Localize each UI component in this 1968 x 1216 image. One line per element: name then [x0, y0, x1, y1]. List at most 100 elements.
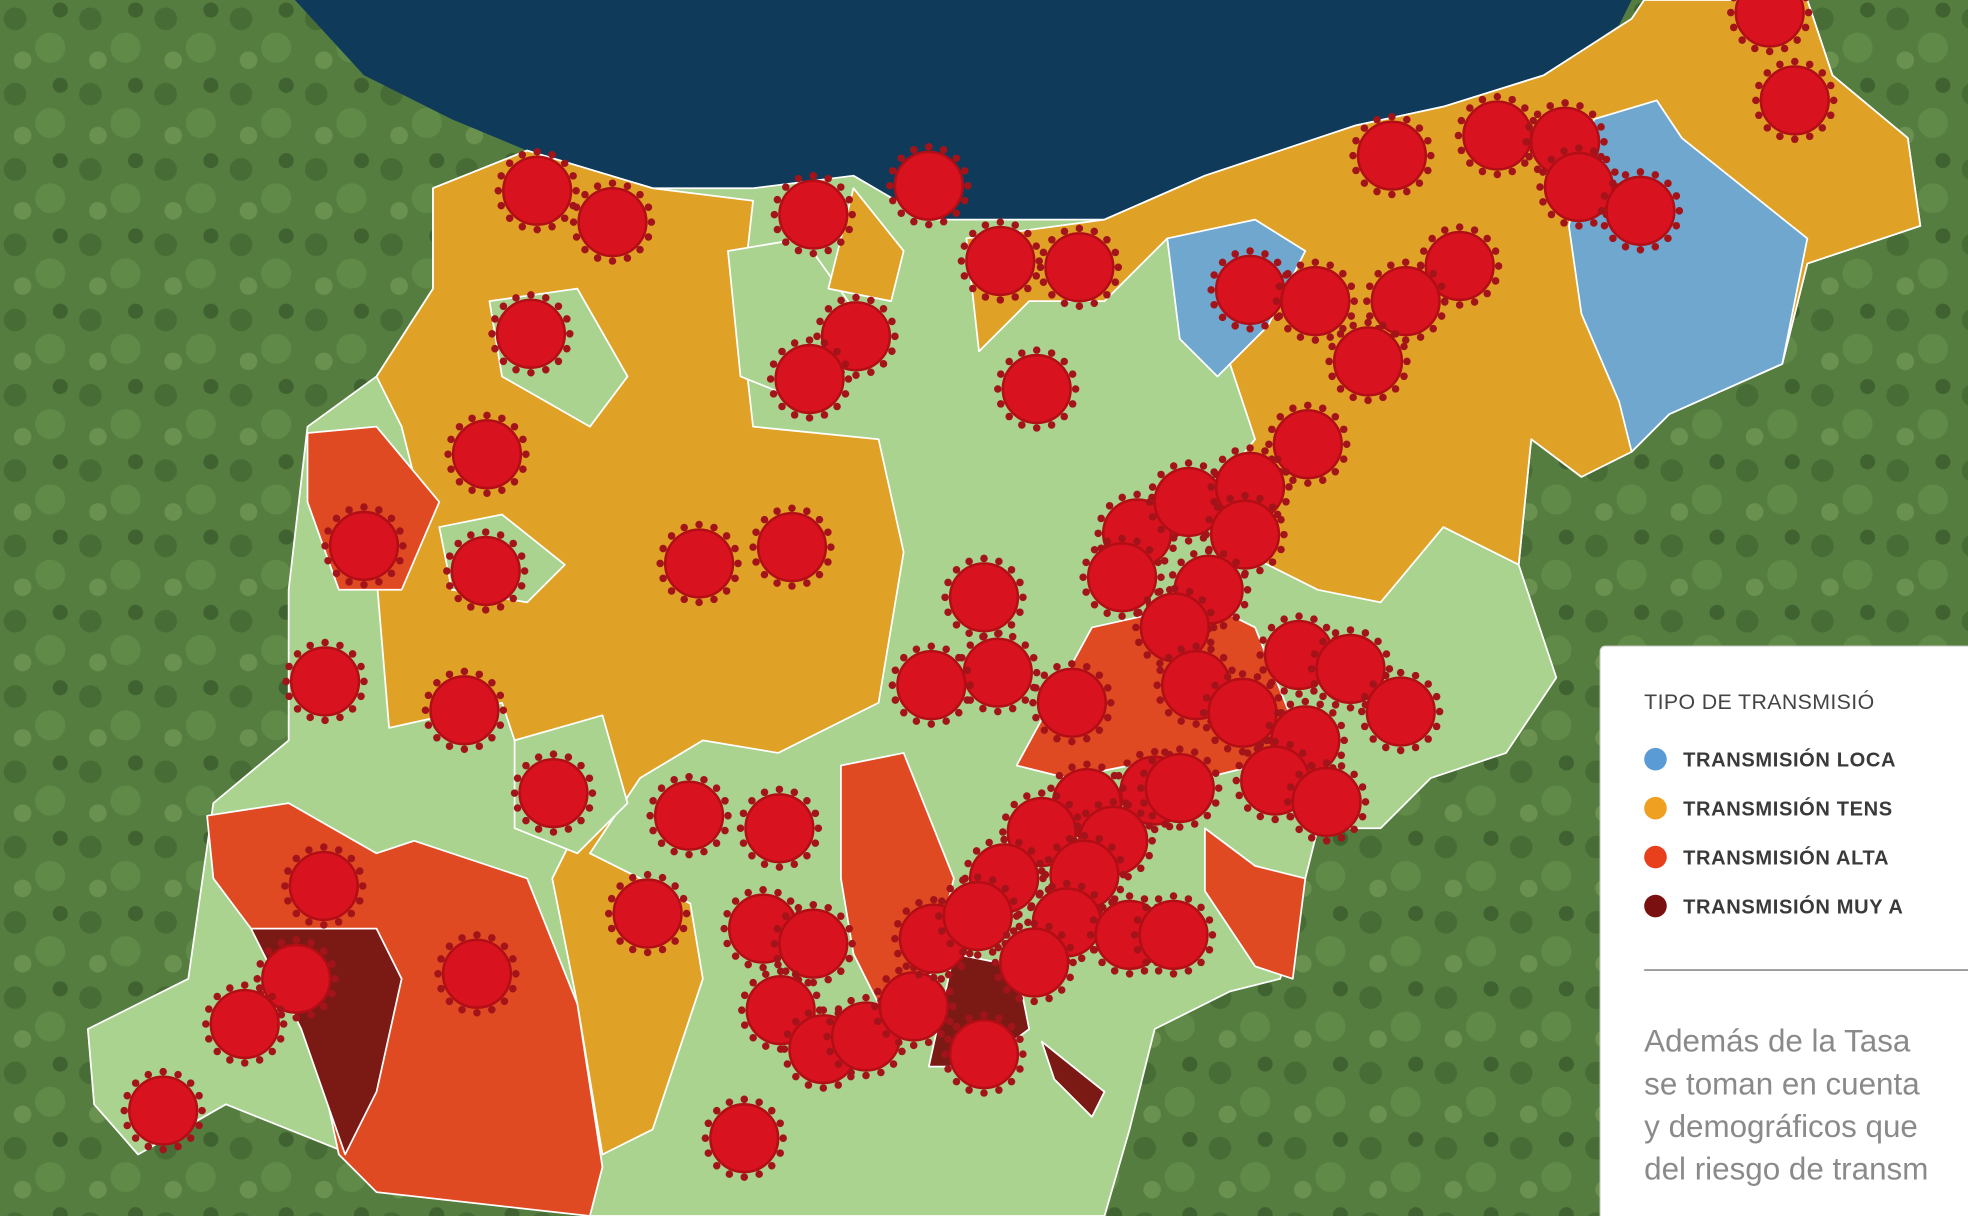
virus-spike: [497, 201, 506, 210]
virus-spike: [549, 828, 558, 836]
legend-background: [1599, 645, 1968, 1216]
virus-spike: [1432, 722, 1441, 731]
virus-spike: [518, 222, 527, 231]
virus-spike: [1373, 187, 1381, 196]
virus-body: [328, 510, 400, 582]
virus-spike: [1307, 762, 1316, 770]
virus-spike: [307, 1010, 315, 1019]
virus-spike: [837, 183, 845, 191]
virus-spike: [658, 873, 667, 882]
virus-spike: [1040, 671, 1049, 680]
virus-spike: [636, 245, 644, 254]
virus-spike: [1035, 257, 1043, 265]
virus-spike: [888, 681, 897, 689]
legend-items: TRANSMISIÓN LOCA TRANSMISIÓN TENS TRANSMIS…: [1644, 748, 1903, 919]
virus-spike: [996, 218, 1005, 226]
virus-icon: [1265, 401, 1351, 487]
virus-spike: [445, 670, 454, 679]
virus-spike: [1145, 498, 1154, 506]
virus-spike: [513, 804, 522, 812]
virus-spike: [1199, 462, 1208, 470]
virus-spike: [897, 154, 906, 162]
virus-spike: [1073, 822, 1082, 830]
virus-spike: [1382, 650, 1391, 658]
virus-spike: [1729, 23, 1738, 32]
virus-spike: [738, 1006, 746, 1014]
virus-spike: [1073, 813, 1082, 821]
virus-spike: [941, 1050, 949, 1058]
virus-spike: [1533, 110, 1542, 119]
virus-spike: [1310, 687, 1318, 695]
virus-spike: [292, 909, 301, 918]
virus-spike: [959, 948, 967, 956]
virus-body: [1207, 677, 1278, 748]
virus-spike: [773, 507, 781, 515]
virus-spike: [566, 330, 574, 338]
virus-spike: [1261, 250, 1269, 258]
virus-spike: [1094, 801, 1103, 809]
virus-spike: [1164, 653, 1173, 662]
virus-spike: [1379, 393, 1387, 402]
virus-icon: [120, 1067, 206, 1154]
virus-spike: [588, 789, 597, 797]
virus-spike: [1664, 234, 1672, 243]
virus-spike: [898, 1047, 906, 1056]
virus-spike: [348, 705, 357, 713]
virus-spike: [1325, 357, 1333, 366]
virus-spike: [144, 1070, 153, 1079]
virus-spike: [1267, 623, 1276, 632]
virus-body: [896, 650, 967, 721]
virus-spike: [760, 515, 769, 524]
virus-spike: [720, 924, 728, 933]
virus-spike: [1560, 219, 1568, 227]
virus-spike: [332, 514, 341, 523]
virus-spike: [202, 1020, 210, 1028]
legend-title: TIPO DE TRANSMISIÓ: [1644, 689, 1874, 714]
virus-spike: [1301, 697, 1310, 706]
virus-spike: [1525, 152, 1533, 161]
virus-spike: [944, 1035, 952, 1043]
virus-spike: [997, 400, 1005, 408]
virus-spike: [973, 873, 982, 881]
virus-spike: [292, 936, 300, 944]
virus-spike: [1030, 997, 1038, 1006]
virus-spike: [1387, 261, 1395, 270]
virus-spike: [957, 962, 966, 970]
virus-icon: [994, 346, 1080, 432]
region: [438, 237, 867, 855]
virus-spike: [1039, 248, 1048, 257]
virus-body: [1138, 899, 1209, 971]
virus-spike: [1751, 44, 1759, 53]
virus-spike: [659, 544, 667, 553]
virus-spike: [205, 1035, 213, 1043]
virus-spike: [1672, 221, 1681, 230]
virus-spike: [1090, 227, 1099, 236]
virus-spike: [1109, 798, 1118, 806]
virus-spike: [985, 838, 993, 847]
virus-spike: [628, 945, 637, 954]
virus-spike: [1105, 502, 1114, 510]
virus-icon: [1079, 534, 1165, 620]
virus-spike: [572, 203, 581, 211]
virus-spike: [549, 750, 558, 758]
virus-spike: [281, 882, 289, 890]
virus-body: [942, 880, 1013, 952]
virus-spike: [1209, 623, 1218, 632]
virus-spike: [740, 1021, 749, 1029]
virus-spike: [944, 608, 952, 616]
virus-spike: [284, 867, 292, 875]
virus-spike: [1491, 277, 1500, 285]
virus-spike: [1350, 297, 1359, 305]
virus-spike: [396, 527, 404, 535]
virus-spike: [491, 344, 499, 353]
virus-spike: [512, 365, 520, 374]
virus-spike: [1328, 342, 1336, 351]
virus-spike: [560, 214, 569, 223]
virus-spike: [1184, 459, 1193, 467]
virus-spike: [1331, 467, 1340, 476]
virus-spike: [1002, 986, 1011, 994]
virus-spike: [483, 489, 491, 497]
virus-spike: [731, 952, 740, 960]
virus-spike: [1066, 973, 1074, 982]
virus-spike: [1455, 223, 1464, 231]
